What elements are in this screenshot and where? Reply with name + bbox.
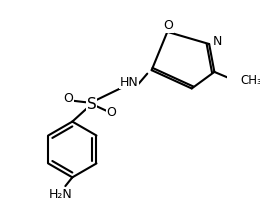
Text: HN: HN bbox=[120, 76, 138, 89]
Text: S: S bbox=[87, 97, 96, 112]
Text: O: O bbox=[63, 93, 73, 106]
Text: CH₃: CH₃ bbox=[240, 74, 260, 87]
Text: O: O bbox=[107, 106, 116, 119]
Text: H₂N: H₂N bbox=[48, 188, 72, 201]
Text: N: N bbox=[212, 35, 222, 48]
Text: O: O bbox=[163, 19, 173, 32]
